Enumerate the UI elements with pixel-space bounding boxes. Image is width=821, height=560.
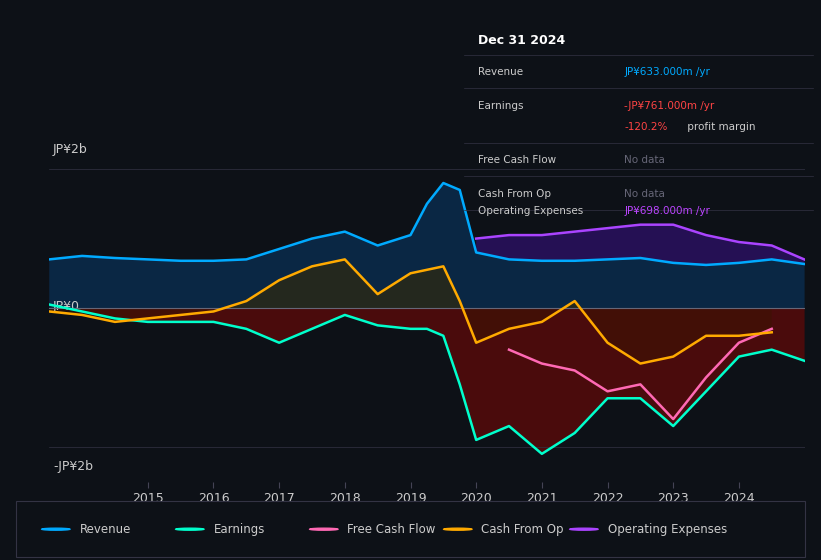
Circle shape [570,528,598,530]
Text: JP¥633.000m /yr: JP¥633.000m /yr [624,67,710,77]
Text: Cash From Op: Cash From Op [481,522,564,536]
Text: -JP¥761.000m /yr: -JP¥761.000m /yr [624,101,714,111]
Text: JP¥698.000m /yr: JP¥698.000m /yr [624,206,710,216]
Text: Dec 31 2024: Dec 31 2024 [478,34,565,46]
Text: -JP¥2b: -JP¥2b [53,460,93,473]
Circle shape [176,528,204,530]
Text: profit margin: profit margin [684,122,755,132]
Circle shape [443,528,472,530]
Text: Cash From Op: Cash From Op [478,189,551,199]
Circle shape [42,528,70,530]
Text: Free Cash Flow: Free Cash Flow [347,522,436,536]
Text: Operating Expenses: Operating Expenses [478,206,583,216]
Text: Earnings: Earnings [478,101,523,111]
Text: Revenue: Revenue [478,67,523,77]
Text: Revenue: Revenue [80,522,131,536]
Text: No data: No data [624,189,665,199]
Text: JP¥2b: JP¥2b [53,143,88,156]
Text: Earnings: Earnings [213,522,265,536]
Text: Operating Expenses: Operating Expenses [608,522,727,536]
Text: -120.2%: -120.2% [624,122,667,132]
Text: JP¥0: JP¥0 [53,300,80,313]
Text: No data: No data [624,156,665,165]
Text: Free Cash Flow: Free Cash Flow [478,156,556,165]
Circle shape [310,528,338,530]
